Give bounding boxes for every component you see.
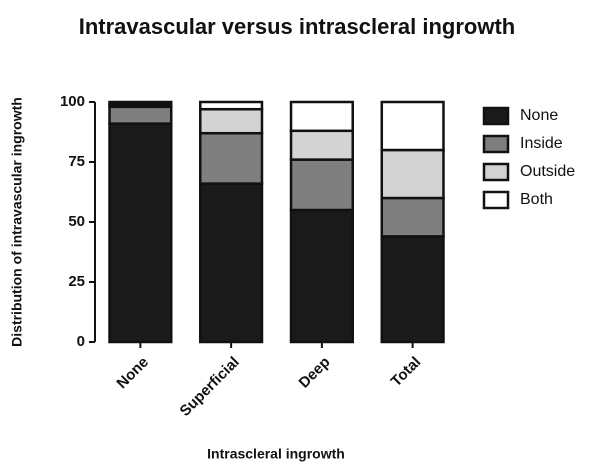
y-tick-label: 0 [77, 333, 85, 350]
y-tick-label: 100 [60, 93, 85, 110]
legend-label: Outside [520, 163, 575, 180]
legend-label: None [520, 107, 558, 124]
bar-segment [380, 196, 445, 238]
bar-segment [108, 100, 173, 106]
bar-segment [380, 235, 445, 344]
bar-segment [289, 208, 354, 344]
bar-segment [199, 131, 264, 185]
bar-segment [199, 107, 264, 135]
bar-segment [199, 182, 264, 344]
legend-label: Both [520, 191, 553, 208]
x-tick-label: Superficial [177, 354, 243, 420]
bar-segment [199, 100, 264, 111]
x-tick-label: Total [388, 354, 425, 391]
y-tick-label: 75 [68, 153, 85, 170]
chart-title: Intravascular versus intrascleral ingrow… [79, 14, 516, 39]
y-tick-label: 50 [68, 213, 85, 230]
bar-segment [380, 148, 445, 200]
bar-segment [108, 105, 173, 125]
legend-swatch [482, 162, 510, 182]
legend-label: Inside [520, 135, 563, 152]
legend-swatch [482, 190, 510, 210]
x-tick-label: Deep [296, 354, 334, 392]
y-axis-label: Distribution of intravascular ingrowth [9, 97, 25, 347]
bar-segment [380, 100, 445, 152]
legend-swatch [482, 106, 510, 126]
bar-segment [108, 122, 173, 344]
x-axis-label: Intrascleral ingrowth [207, 446, 345, 462]
bar-segment [289, 158, 354, 212]
bar-segment [289, 129, 354, 161]
y-tick-label: 25 [68, 273, 85, 290]
legend-swatch [482, 134, 510, 154]
x-tick-label: None [113, 354, 152, 393]
bar-segment [289, 100, 354, 133]
